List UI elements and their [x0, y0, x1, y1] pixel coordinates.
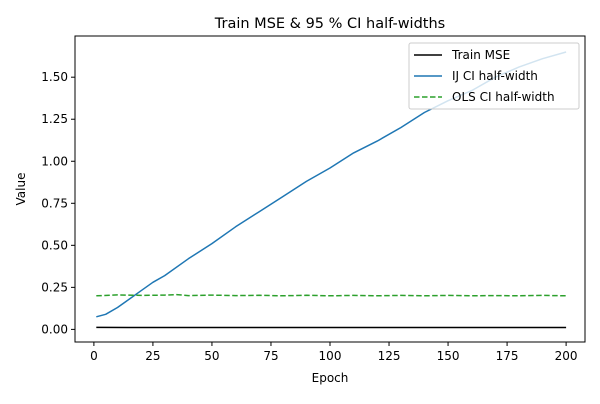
y-tick-label: 1.50: [41, 70, 68, 84]
y-tick-label: 0.50: [41, 238, 68, 252]
x-tick-label: 100: [319, 349, 342, 363]
y-tick-label: 0.25: [41, 280, 68, 294]
x-tick-label: 75: [263, 349, 278, 363]
legend-label-1: IJ CI half-width: [452, 69, 538, 83]
y-tick-label: 0.00: [41, 322, 68, 336]
chart-title: Train MSE & 95 % CI half-widths: [214, 16, 445, 32]
y-tick-label: 1.00: [41, 154, 68, 168]
series-line-2: [96, 295, 566, 296]
legend-label-0: Train MSE: [451, 48, 510, 62]
x-tick-label: 0: [90, 349, 98, 363]
legend: Train MSE IJ CI half-width OLS CI half-wid…: [409, 43, 579, 109]
y-tick-label: 0.75: [41, 196, 68, 210]
x-tick-label: 200: [555, 349, 578, 363]
x-tick-label: 150: [437, 349, 460, 363]
legend-label-2: OLS CI half-width: [452, 90, 555, 104]
x-axis-label: Epoch: [312, 371, 349, 385]
y-axis-label: Value: [14, 173, 28, 206]
y-tick-label: 1.25: [41, 112, 68, 126]
x-tick-label: 50: [204, 349, 219, 363]
x-tick-label: 125: [378, 349, 401, 363]
axes: 0 25 50 75 100 125 150 175 200 0.00 0.25 0.50 0.75 1.…: [41, 70, 577, 363]
x-tick-label: 25: [145, 349, 160, 363]
x-tick-label: 175: [496, 349, 519, 363]
